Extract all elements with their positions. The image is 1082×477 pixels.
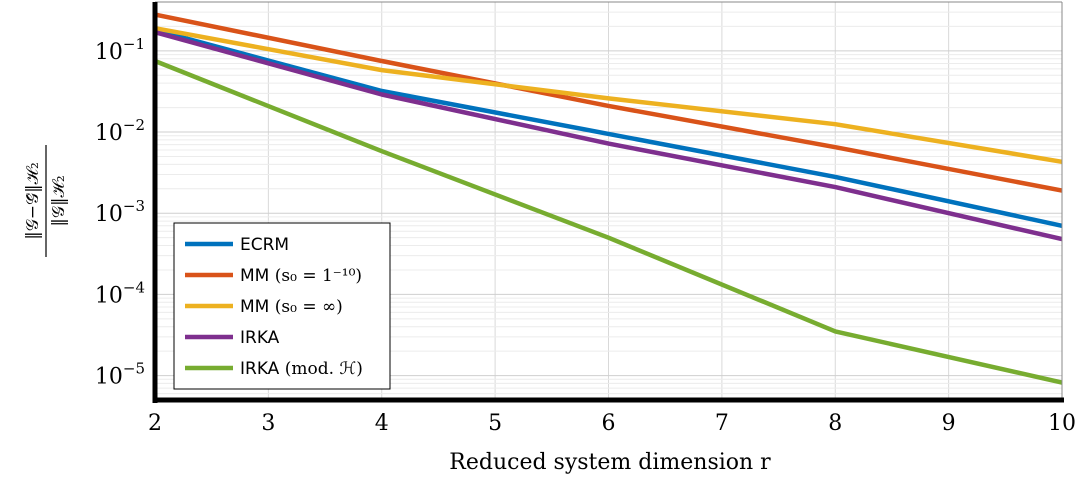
legend-entry: MM (s₀ = ∞)	[240, 297, 343, 317]
y-tick-label: 10−3	[95, 197, 145, 227]
x-tick-label: 3	[261, 411, 275, 436]
y-axis-label-numerator: ‖𝒢−𝒢̂‖ℋ₂	[23, 162, 43, 240]
x-axis-label: Reduced system dimension r	[449, 450, 771, 475]
x-tick-label: 10	[1048, 411, 1076, 436]
series-line-3	[154, 25, 1063, 165]
x-tick-label: 7	[715, 411, 729, 436]
x-tick-label: 4	[375, 411, 389, 436]
y-tick-label: 10−5	[95, 360, 145, 390]
legend-entry: MM (s₀ = 1⁻¹⁰)	[240, 266, 362, 286]
y-axis-label-denominator: ‖𝒢‖ℋ₂	[49, 175, 69, 226]
legend: ECRM MM (s₀ = 1⁻¹⁰) MM (s₀ = ∞) IRKA IRKA (m…	[173, 222, 391, 390]
x-tick-label: 5	[488, 411, 502, 436]
y-tick-labels: 10−1 10−2 10−3 10−4 10−5	[95, 35, 145, 390]
x-tick-label: 9	[942, 411, 956, 436]
y-tick-label: 10−4	[95, 278, 145, 308]
y-axis-label: ‖𝒢−𝒢̂‖ℋ₂ ‖𝒢‖ℋ₂	[23, 145, 69, 257]
legend-entry: IRKA (mod. ℋ)	[240, 359, 363, 379]
y-tick-label: 10−2	[95, 116, 145, 146]
legend-entry: IRKA	[240, 328, 280, 348]
x-tick-label: 2	[148, 411, 162, 436]
x-tick-labels: 2 3 4 5 6 7 8 9 10	[148, 411, 1076, 436]
axes	[152, 1, 1064, 403]
legend-entry: ECRM	[240, 235, 289, 255]
x-tick-label: 8	[828, 411, 842, 436]
series-line-2	[154, 12, 1063, 193]
y-tick-label: 10−1	[95, 35, 145, 65]
series-line-5	[154, 58, 1063, 385]
series-line-4	[154, 30, 1063, 242]
series-line-1	[154, 27, 1063, 228]
series-lines	[154, 12, 1063, 385]
x-tick-label: 6	[602, 411, 616, 436]
